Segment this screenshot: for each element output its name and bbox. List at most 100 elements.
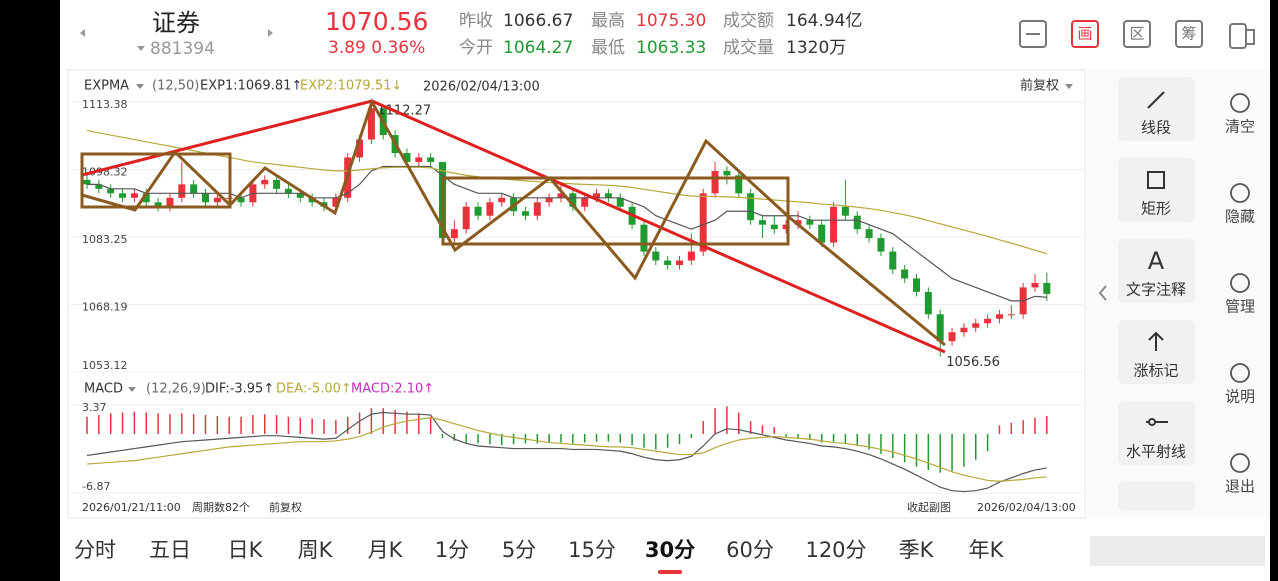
icon-chips[interactable] [1175,20,1203,48]
tool-button[interactable] [1118,401,1195,465]
side-icon [1230,273,1250,293]
candle-body [130,193,138,198]
candle-body [332,197,340,207]
tool-button[interactable] [1118,77,1195,141]
stat-value: 1075.30 [636,11,706,31]
candle-body [924,291,932,315]
side-label[interactable]: 管理 [1225,298,1255,316]
collapse[interactable]: 收起副图 [907,500,951,514]
tab[interactable]: 年K [969,538,1005,562]
candle-body [972,323,980,328]
tab[interactable]: 60分 [726,538,774,562]
candle-body [261,179,269,185]
candle-body [830,206,838,243]
tab[interactable]: 15分 [568,538,616,562]
candle-body [190,184,198,194]
icon-minimize[interactable] [1019,20,1047,48]
tool-label: 水平射线 [1126,443,1186,461]
candle-body [676,260,683,266]
tab[interactable]: 5分 [502,538,536,562]
indicator[interactable]: EXPMA [84,79,129,94]
candle-body [415,157,423,162]
stat-value: 1064.27 [503,38,573,58]
prev-arrow[interactable] [80,29,85,37]
crosshair-time: 2026/02/04/13:00 [423,80,540,95]
tab[interactable]: 30分 [645,538,695,562]
tool-label: 文字注释 [1126,281,1186,299]
candle-body [83,179,91,185]
icon-range[interactable] [1123,20,1151,48]
macd-indicator[interactable]: MACD [84,382,123,397]
bezel [0,0,60,581]
tab[interactable]: 日K [228,538,264,562]
tool-button[interactable] [1118,158,1195,222]
tab-indicator [658,570,682,574]
stat-value: 164.94亿 [786,11,862,31]
candle-body [237,197,245,203]
candle-body [604,193,612,198]
y-tick-label: 1053.12 [82,359,128,372]
side-label[interactable]: 说明 [1225,388,1255,406]
side-label[interactable]: 隐藏 [1225,208,1255,226]
dea-label: DEA:-5.00↑ [276,382,352,397]
tab[interactable]: 1分 [435,538,469,562]
side-icon [1230,453,1250,473]
candle-body [1043,282,1051,294]
tab[interactable]: 月K [368,538,404,562]
dropdown[interactable] [137,46,145,51]
collapse-arrow[interactable] [1098,285,1107,301]
price-annotation: 1112.27 [377,103,431,118]
icon-rotate[interactable] [1229,23,1247,49]
candle-body [569,193,577,207]
tool-icon [1148,418,1156,426]
exp1-label: EXP1:1069.81↑ [200,79,302,94]
candle-body [154,202,162,207]
trend-line [81,99,946,354]
adjust[interactable]: 前复权 [1020,78,1059,94]
tool-icon [1148,331,1164,351]
side-label[interactable]: 退出 [1225,478,1255,496]
candle-body [178,184,186,198]
candle-body [664,260,672,266]
drawings [80,98,946,354]
icon-draw[interactable] [1071,20,1099,48]
price-annotation: 1056.56 [946,355,1000,370]
tool-button[interactable] [1118,239,1195,303]
candle-body [841,206,849,216]
tab[interactable]: 季K [899,538,935,562]
icon-glyph [1246,29,1255,45]
indicator-line [86,129,1048,255]
stat-label: 最高 [591,11,625,31]
tool-button[interactable] [1118,481,1195,511]
candle-body [557,193,565,198]
candle-body [794,220,802,225]
candle-body [284,188,292,194]
box [441,176,790,246]
y-tick-label: 1083.25 [82,233,128,246]
y-tick-label: 3.37 [82,401,107,414]
candle-body [273,179,281,189]
stat-value: 1320万 [786,38,846,58]
candle-body [640,224,648,252]
candle-body [213,197,221,203]
tool-label: 矩形 [1141,200,1171,218]
tab[interactable]: 120分 [805,538,866,562]
candle-body [984,318,992,324]
candle-body [474,206,482,216]
side-label[interactable]: 清空 [1225,118,1255,136]
tab[interactable]: 周K [298,538,334,562]
candle-body [142,193,150,203]
tool-button[interactable] [1118,320,1195,384]
candle-body [616,197,624,207]
candle-body [818,224,826,243]
stock-name: 证券 [152,9,200,37]
next-arrow[interactable] [268,29,273,37]
tab[interactable]: 分时 [74,538,116,562]
candle-body [877,238,885,252]
stat-label: 今开 [459,38,493,58]
candle-body [652,251,660,261]
candle-body [747,193,755,221]
dif-label: DIF:-3.95↑ [205,382,274,397]
tab[interactable]: 五日 [149,538,191,562]
y-tick-label: -6.87 [82,480,110,493]
